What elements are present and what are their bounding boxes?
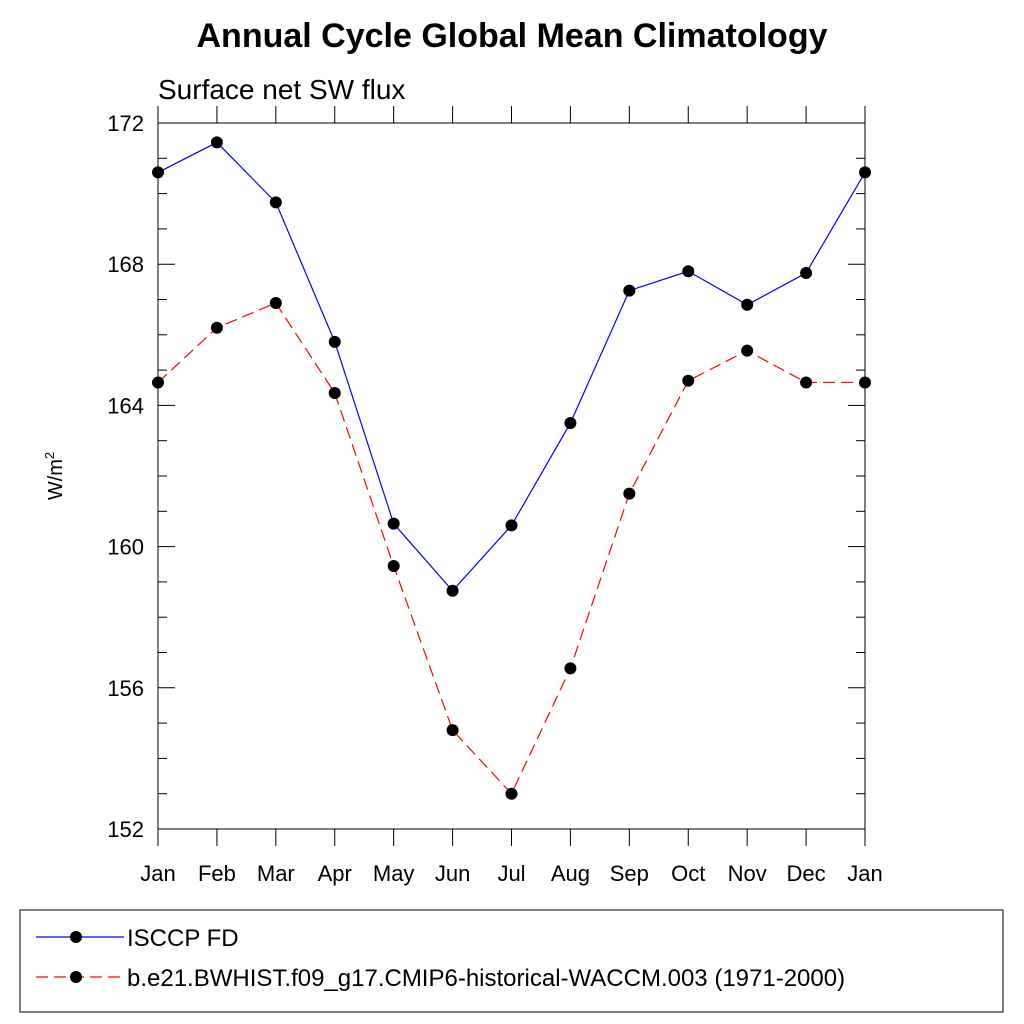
x-tick-label: Oct [671, 861, 705, 886]
legend-marker-2 [70, 971, 82, 983]
series-1-point [859, 166, 871, 179]
y-axis-label-superscript: 2 [42, 452, 57, 459]
y-tick-label: 168 [107, 252, 144, 277]
series-1-point [682, 265, 695, 278]
x-tick-label: Sep [610, 861, 649, 886]
y-axis-label: W/m2 [42, 452, 67, 500]
x-tick-label: Apr [318, 861, 352, 886]
series-1-point [152, 166, 164, 179]
plot-frame [157, 122, 866, 830]
x-tick-label: Dec [787, 861, 826, 886]
series-1-point [328, 335, 341, 348]
series-2-point [328, 387, 341, 400]
legend-label-2: b.e21.BWHIST.f09_g17.CMIP6-historical-WA… [127, 965, 845, 992]
series-2-point [269, 297, 282, 310]
x-tick-label: Jul [497, 861, 525, 886]
y-tick-label: 156 [107, 676, 144, 701]
x-tick-label: Aug [551, 861, 590, 886]
chart-subtitle: Surface net SW flux [158, 74, 405, 105]
x-tick-label: Mar [257, 861, 295, 886]
y-tick-label: 172 [107, 111, 144, 136]
legend: ISCCP FD b.e21.BWHIST.f09_g17.CMIP6-histo… [19, 909, 1004, 1013]
x-tick-label: Jan [847, 861, 882, 886]
chart-title: Annual Cycle Global Mean Climatology [197, 17, 828, 55]
series-2-point [800, 376, 813, 389]
series-2-point [741, 344, 754, 357]
y-tick-label: 152 [107, 817, 144, 842]
series-2-point [152, 376, 164, 389]
series-1-point [741, 298, 754, 311]
legend-label-1: ISCCP FD [127, 925, 239, 952]
series-1-point [564, 417, 577, 430]
series-1-point [800, 267, 813, 280]
series-2-point [387, 560, 400, 573]
legend-marker-1 [70, 931, 82, 943]
series-2-point [210, 321, 223, 334]
series-line-2 [157, 302, 865, 795]
series-1-point [446, 584, 459, 597]
y-tick-label: 160 [107, 535, 144, 560]
series-1-point [505, 519, 518, 532]
x-tick-label: Nov [728, 861, 767, 886]
plot-area: 152 156 160 164 168 172 Jan Feb Mar Apr May Jun Jul A… [107, 106, 883, 886]
series-2-point [564, 662, 577, 675]
y-axis-label-text: W/m [45, 459, 67, 500]
series-2-point [505, 787, 518, 800]
x-tick-label: May [373, 861, 415, 886]
series-2-point [859, 376, 871, 389]
series-2-point [623, 487, 636, 500]
legend-entries: ISCCP FD b.e21.BWHIST.f09_g17.CMIP6-histo… [36, 925, 845, 992]
series-1-point [269, 196, 282, 209]
series-2-point [446, 724, 459, 737]
x-tick-label: Jun [435, 861, 470, 886]
series-1-point [210, 136, 223, 149]
x-tick-label: Feb [198, 861, 236, 886]
series-1-point [623, 284, 636, 297]
series-1-point [387, 517, 400, 530]
series-2-point [682, 374, 695, 387]
y-tick-label: 164 [107, 393, 144, 418]
x-tick-label: Jan [140, 861, 175, 886]
legend-box [19, 909, 1004, 1013]
